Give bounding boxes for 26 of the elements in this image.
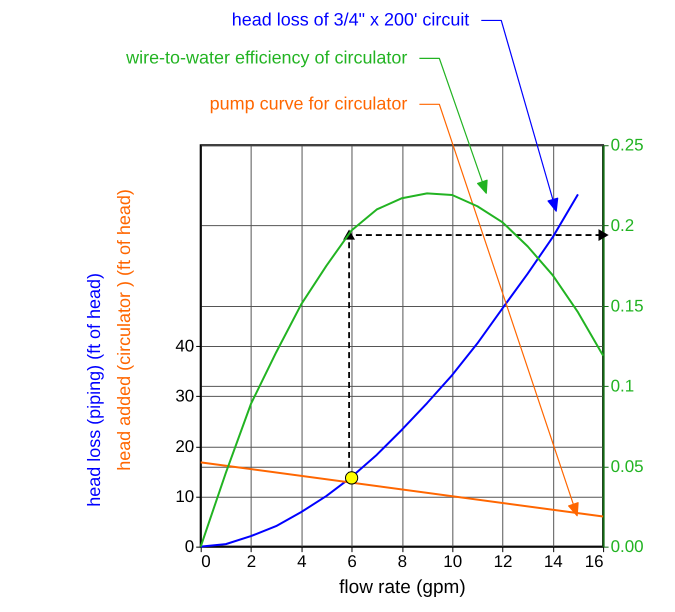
y2-tick-label: 0.25 [610, 136, 644, 155]
y-tick-label: 40 [175, 336, 194, 356]
y-axis-title: head loss (piping) (ft of head) [84, 273, 104, 507]
x-tick-label: 10 [443, 552, 462, 572]
x-tick-label: 14 [544, 552, 563, 572]
x-tick-label: 6 [347, 552, 357, 572]
text: pump curve for circulator [210, 93, 408, 114]
x-tick-label: 2 [246, 552, 256, 572]
text: head loss of 3/4" x 200' circuit [232, 9, 470, 30]
y2-tick-label: 0.15 [610, 296, 644, 316]
y-tick-label: 0 [184, 537, 194, 556]
text: head added (circulator ) (ft of head) [114, 189, 134, 471]
text: wire-to-water efficiency of circulator [125, 47, 408, 68]
x-axis-title: flow rate (gpm) [339, 577, 466, 598]
x-tick-label: 16 [584, 552, 604, 572]
x-tick-label: 0 [201, 552, 211, 572]
y-tick-label: 20 [175, 436, 194, 456]
y2-tick-label: 0.00 [610, 537, 644, 556]
x-tick-label: 12 [494, 552, 512, 572]
x-tick-label: 4 [297, 552, 307, 572]
x-tick-label: 8 [398, 552, 408, 572]
y-tick-label: 10 [175, 486, 194, 506]
y2-tick-label: 0.1 [610, 376, 634, 396]
y2-tick-label: 0.05 [610, 456, 644, 476]
y2-tick-label: 0.2 [610, 216, 634, 236]
y-tick-label: 30 [175, 386, 194, 406]
